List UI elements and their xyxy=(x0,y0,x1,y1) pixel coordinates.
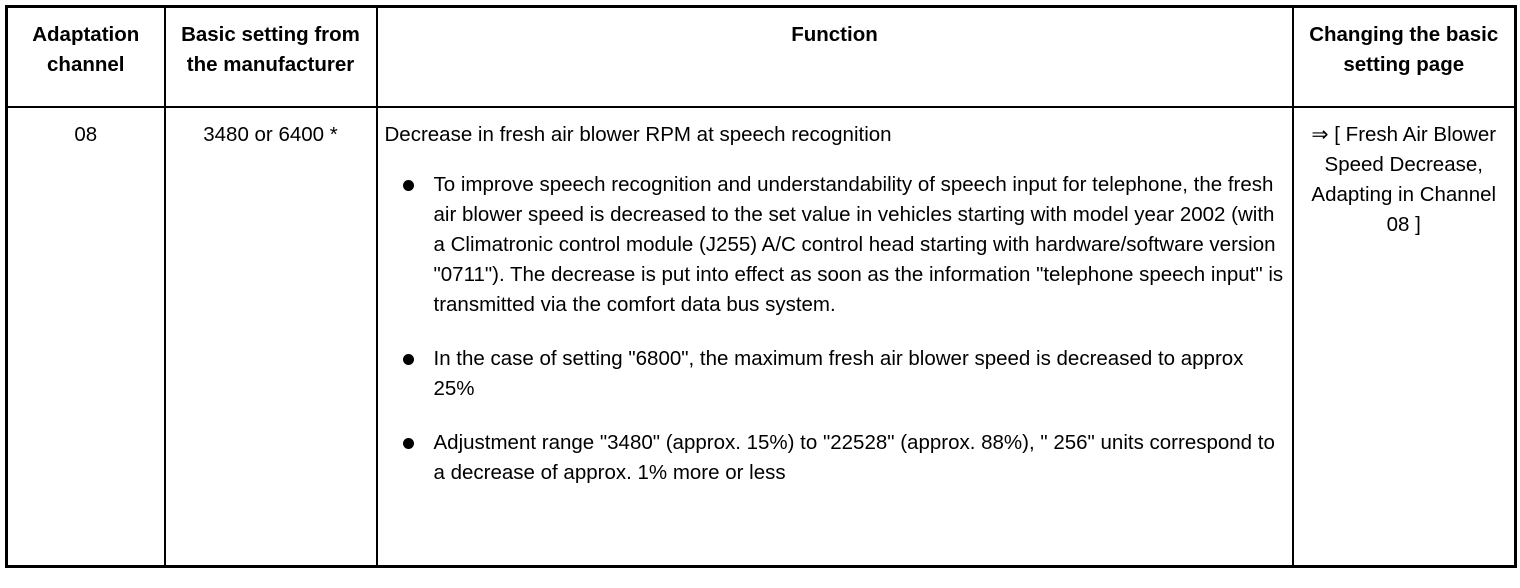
function-title: Decrease in fresh air blower RPM at spee… xyxy=(384,122,892,146)
header-basic-setting: Basic setting from the manufacturer xyxy=(163,5,378,108)
list-item: Adjustment range "3480" (approx. 15%) to… xyxy=(385,428,1286,488)
header-adaptation-channel: Adaptation channel xyxy=(5,5,166,108)
function-bullet-list: To improve speech recognition and unders… xyxy=(385,170,1286,488)
header-changing-page: Changing the basic setting page xyxy=(1291,5,1517,108)
header-function: Function xyxy=(375,5,1294,108)
bullet-icon xyxy=(402,353,414,365)
header-row: Adaptation channel Basic setting from th… xyxy=(5,5,1517,108)
bullet-icon xyxy=(402,437,414,449)
adaptation-table: Adaptation channel Basic setting from th… xyxy=(5,5,1517,568)
channel-cell: 08 xyxy=(5,105,166,568)
bullet-text: To improve speech recognition and unders… xyxy=(433,172,1284,316)
reference-link[interactable]: ⇒ [ Fresh Air Blower Speed Decrease, Ada… xyxy=(1291,105,1517,568)
list-item: In the case of setting "6800", the maxim… xyxy=(385,344,1286,404)
bullet-text: Adjustment range "3480" (approx. 15%) to… xyxy=(433,430,1275,484)
bullet-icon xyxy=(402,179,414,191)
basic-setting-cell: 3480 or 6400 * xyxy=(163,105,378,568)
table-row: 08 3480 or 6400 * Decrease in fresh air … xyxy=(5,105,1517,568)
function-cell: Decrease in fresh air blower RPM at spee… xyxy=(375,105,1294,568)
list-item: To improve speech recognition and unders… xyxy=(385,170,1286,320)
bullet-text: In the case of setting "6800", the maxim… xyxy=(433,346,1244,400)
